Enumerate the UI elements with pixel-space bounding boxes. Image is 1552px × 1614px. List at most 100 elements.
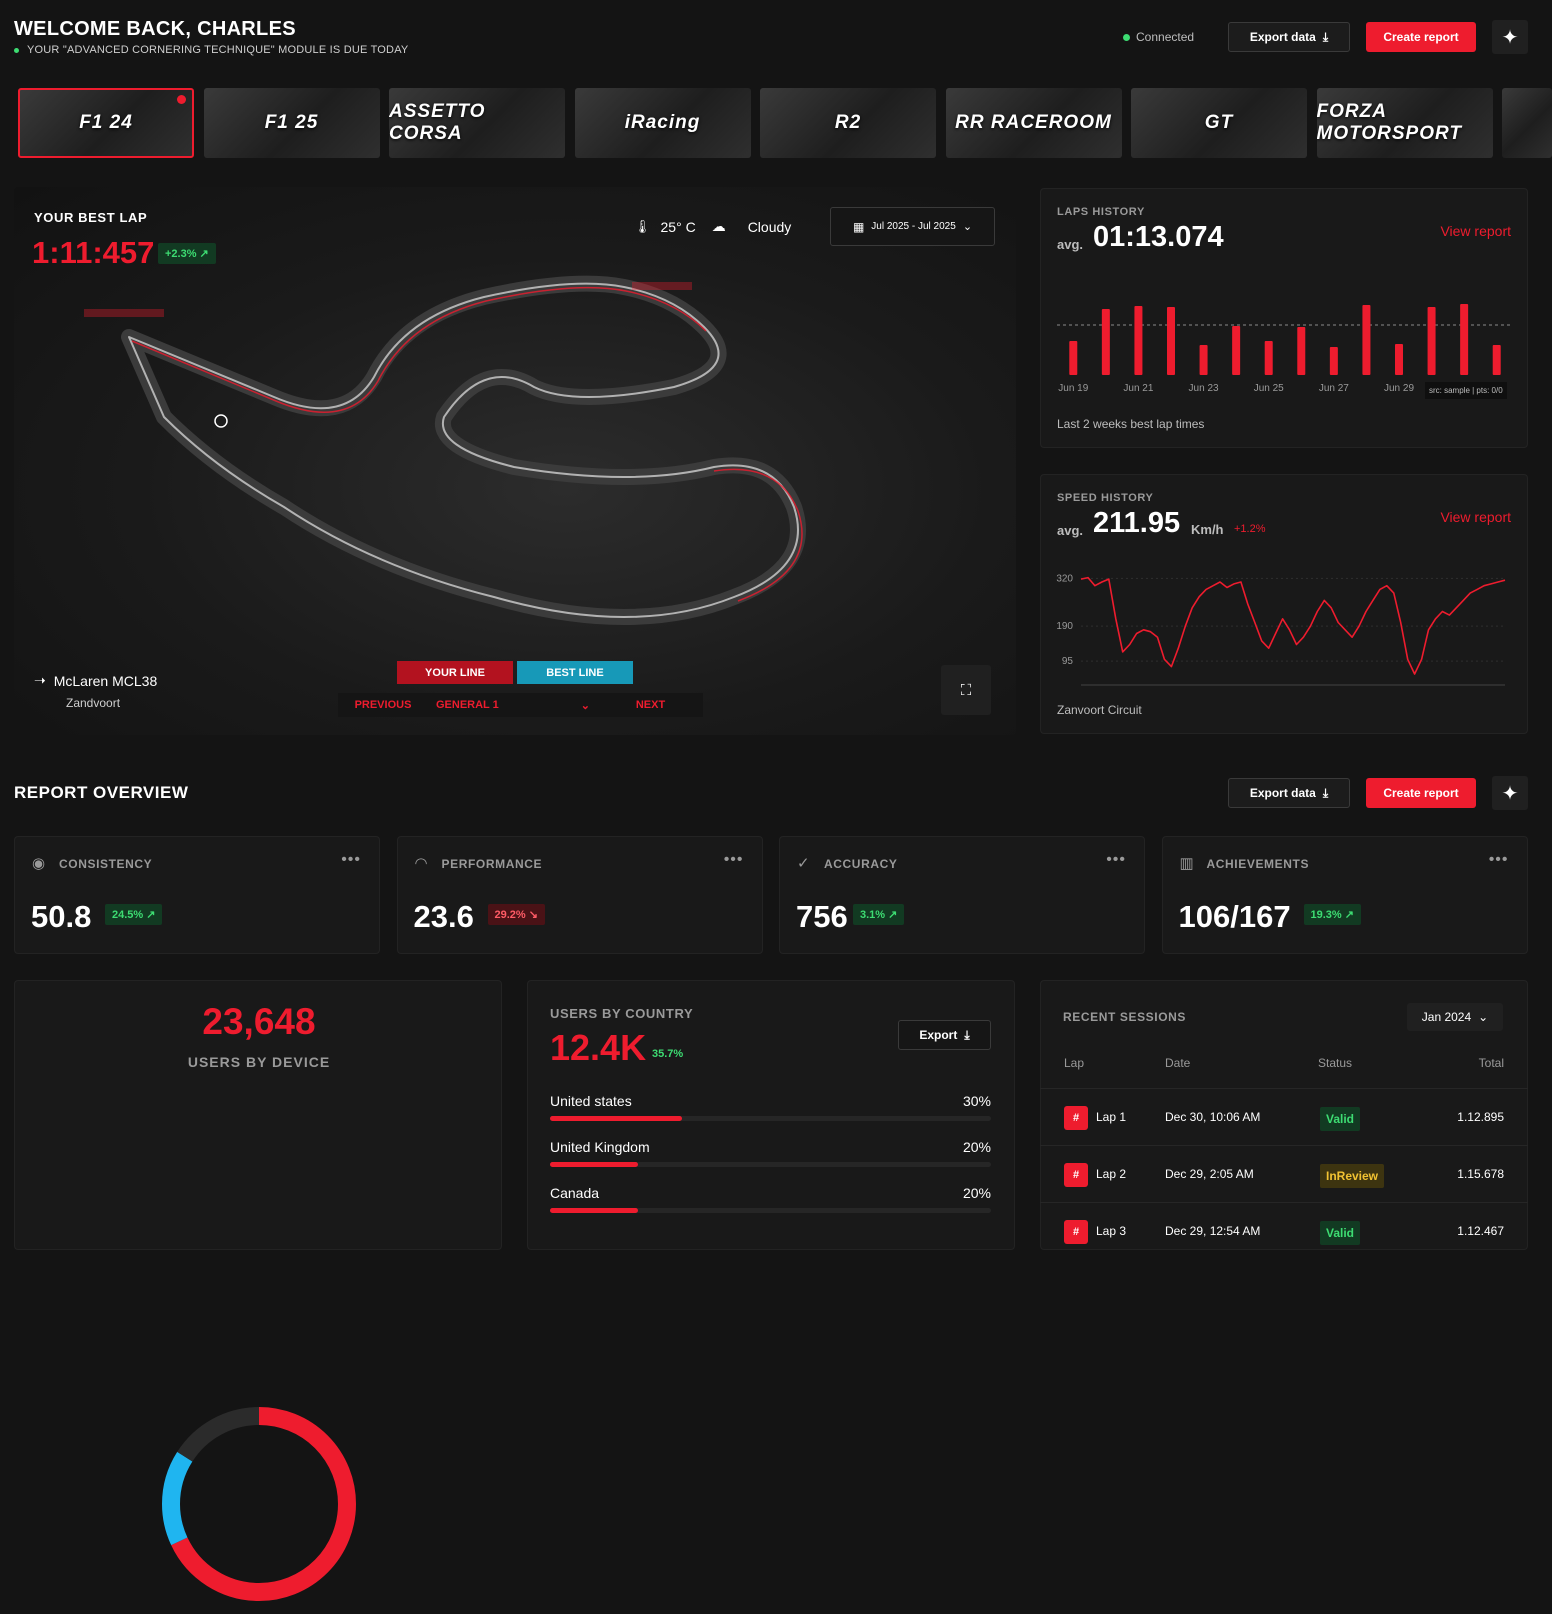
download-icon: ⤓ <box>1322 29 1329 44</box>
game-tile[interactable]: ASSETTO CORSA <box>389 88 565 158</box>
country-bar-fill <box>550 1116 683 1121</box>
download-icon: ⤓ <box>964 1027 970 1042</box>
stat-label: ACCURACY <box>824 857 898 871</box>
stat-delta-badge: 29.2% ↘ <box>487 904 545 925</box>
laps-bar-chart: Jun 19 Jun 21 Jun 23 Jun 25 Jun 27 Jun 29 <box>1057 304 1513 394</box>
lap-bar <box>1134 306 1143 375</box>
selected-indicator-icon <box>177 95 186 104</box>
speed-line-chart: 320 190 95 <box>1056 573 1506 686</box>
country-export-button[interactable]: Export ⤓ <box>898 1020 991 1050</box>
device-total: 23,648 <box>202 1001 316 1042</box>
x-tick-label: Jun 23 <box>1189 383 1219 394</box>
more-options-icon[interactable]: ••• <box>723 851 744 868</box>
stat-card-accuracy: ✓ ACCURACY ••• 756 3.1% ↗ <box>779 836 1145 954</box>
session-date: Dec 29, 2:05 AM <box>1165 1167 1254 1181</box>
cloud-icon: ☁︎ <box>711 218 726 234</box>
speed-view-report-link[interactable]: View report <box>1440 509 1511 525</box>
game-tile[interactable]: iRacing <box>574 88 751 158</box>
session-total: 1.12.467 <box>1457 1224 1504 1238</box>
y-tick-label: 320 <box>1056 573 1073 584</box>
hash-icon: # <box>1064 1106 1088 1130</box>
date-range-select[interactable]: ▦ Jul 2025 - Jul 2025 ⌄ <box>830 207 995 246</box>
car-position-marker <box>214 414 228 428</box>
col-total: Total <box>1478 1056 1504 1070</box>
game-tile[interactable]: GT <box>1131 88 1307 158</box>
speed-avg-value: 211.95 <box>1093 507 1181 539</box>
sessions-month-value: Jan 2024 <box>1421 1010 1472 1024</box>
speed-footer: Zanvoort Circuit <box>1057 703 1142 717</box>
laps-history-card: LAPS HISTORY avg. 01:13.074 View report … <box>1040 188 1528 448</box>
stat-value: 756 <box>796 899 848 934</box>
game-tile[interactable]: R2 <box>760 88 936 158</box>
laps-view-report-link[interactable]: View report <box>1440 223 1511 239</box>
country-delta: 35.7% <box>652 1048 684 1060</box>
your-line-toggle[interactable]: YOUR LINE <box>397 661 513 684</box>
session-lap: Lap 1 <box>1096 1110 1127 1124</box>
overview-create-report-button[interactable]: Create report <box>1366 778 1476 808</box>
sessions-title: RECENT SESSIONS <box>1063 1010 1187 1024</box>
weather-info: 🌡︎ 25° C ☁︎ Cloudy <box>634 218 791 235</box>
track-map[interactable] <box>14 187 1016 735</box>
sessions-month-select[interactable]: Jan 2024 ⌄ <box>1407 1003 1503 1031</box>
game-title: F1 24 <box>79 112 133 133</box>
laps-footer: Last 2 weeks best lap times <box>1057 417 1205 431</box>
temperature-value: 25° C <box>660 218 696 235</box>
col-date: Date <box>1165 1056 1191 1070</box>
hash-icon: # <box>1064 1220 1088 1244</box>
next-button[interactable]: NEXT <box>635 699 666 711</box>
connected-label: Connected <box>1136 30 1195 44</box>
subtitle-row: YOUR "ADVANCED CORNERING TECHNIQUE" MODU… <box>14 44 408 56</box>
lap-bar <box>1297 327 1306 375</box>
overview-export-data-button[interactable]: Export data ⤓ <box>1228 778 1350 808</box>
table-row[interactable]: # Lap 2 Dec 29, 2:05 AM InReview 1.15.678 <box>1040 1145 1528 1202</box>
fullscreen-button[interactable]: ⛶ <box>941 665 991 715</box>
country-bar-track <box>550 1208 991 1213</box>
date-range-value: Jul 2025 - Jul 2025 <box>871 221 956 232</box>
report-overview-title: REPORT OVERVIEW <box>14 783 189 802</box>
general-select-value: GENERAL 1 <box>436 698 499 711</box>
game-tile[interactable]: F1 25 <box>203 88 380 158</box>
best-line-toggle[interactable]: BEST LINE <box>517 661 633 684</box>
table-row[interactable]: # Lap 3 Dec 29, 12:54 AM Valid 1.12.467 <box>1040 1202 1528 1259</box>
session-total: 1.15.678 <box>1457 1167 1504 1181</box>
game-title: R2 <box>834 112 862 133</box>
more-options-icon[interactable]: ••• <box>341 851 361 868</box>
check-circle-icon: ✓ <box>797 855 810 872</box>
game-tile[interactable]: FORZA MOTORSPORT <box>1316 88 1493 158</box>
lap-bar <box>1329 347 1338 375</box>
status-badge: InReview <box>1320 1164 1385 1188</box>
x-tick-label: Jun 29 <box>1384 383 1414 394</box>
lap-bar <box>1264 341 1273 375</box>
country-name: United states <box>550 1093 632 1109</box>
game-tile[interactable]: RR RACEROOM <box>945 88 1122 158</box>
session-date: Dec 30, 10:06 AM <box>1165 1110 1261 1124</box>
thermometer-icon: 🌡︎ <box>634 218 651 234</box>
lap-bar <box>1232 326 1241 375</box>
game-tile-partial[interactable] <box>1502 88 1552 158</box>
general-select[interactable]: GENERAL 1 ⌄ <box>428 699 598 712</box>
country-row: Canada 20% <box>550 1185 991 1213</box>
country-export-label: Export <box>919 1028 958 1042</box>
game-title: F1 25 <box>264 112 319 133</box>
more-options-icon[interactable]: ••• <box>1488 851 1509 868</box>
speed-series-line <box>1080 576 1506 675</box>
status-dot <box>14 47 19 53</box>
export-data-button[interactable]: Export data ⤓ <box>1228 22 1350 52</box>
session-total: 1.12.895 <box>1457 1110 1504 1124</box>
speed-unit: Km/h <box>1191 522 1224 537</box>
x-tick-label: Jun 21 <box>1123 383 1153 394</box>
table-row[interactable]: # Lap 1 Dec 30, 10:06 AM Valid 1.12.895 <box>1040 1088 1528 1145</box>
overview-ai-sparkle-button[interactable]: ✦ <box>1492 776 1528 810</box>
create-report-button[interactable]: Create report <box>1366 22 1476 52</box>
more-options-icon[interactable]: ••• <box>1106 851 1126 868</box>
previous-button[interactable]: PREVIOUS <box>354 699 412 711</box>
stat-label: ACHIEVEMENTS <box>1206 857 1310 871</box>
lap-bar <box>1069 341 1078 375</box>
lap-bar <box>1395 344 1403 375</box>
weather-value: Cloudy <box>747 218 792 235</box>
session-lap: Lap 3 <box>1096 1224 1127 1238</box>
stat-value: 106/167 <box>1178 899 1291 934</box>
ai-sparkle-button[interactable]: ✦ <box>1492 20 1528 54</box>
game-tile[interactable]: F1 24 <box>18 88 194 158</box>
download-icon: ⤓ <box>1322 785 1329 800</box>
